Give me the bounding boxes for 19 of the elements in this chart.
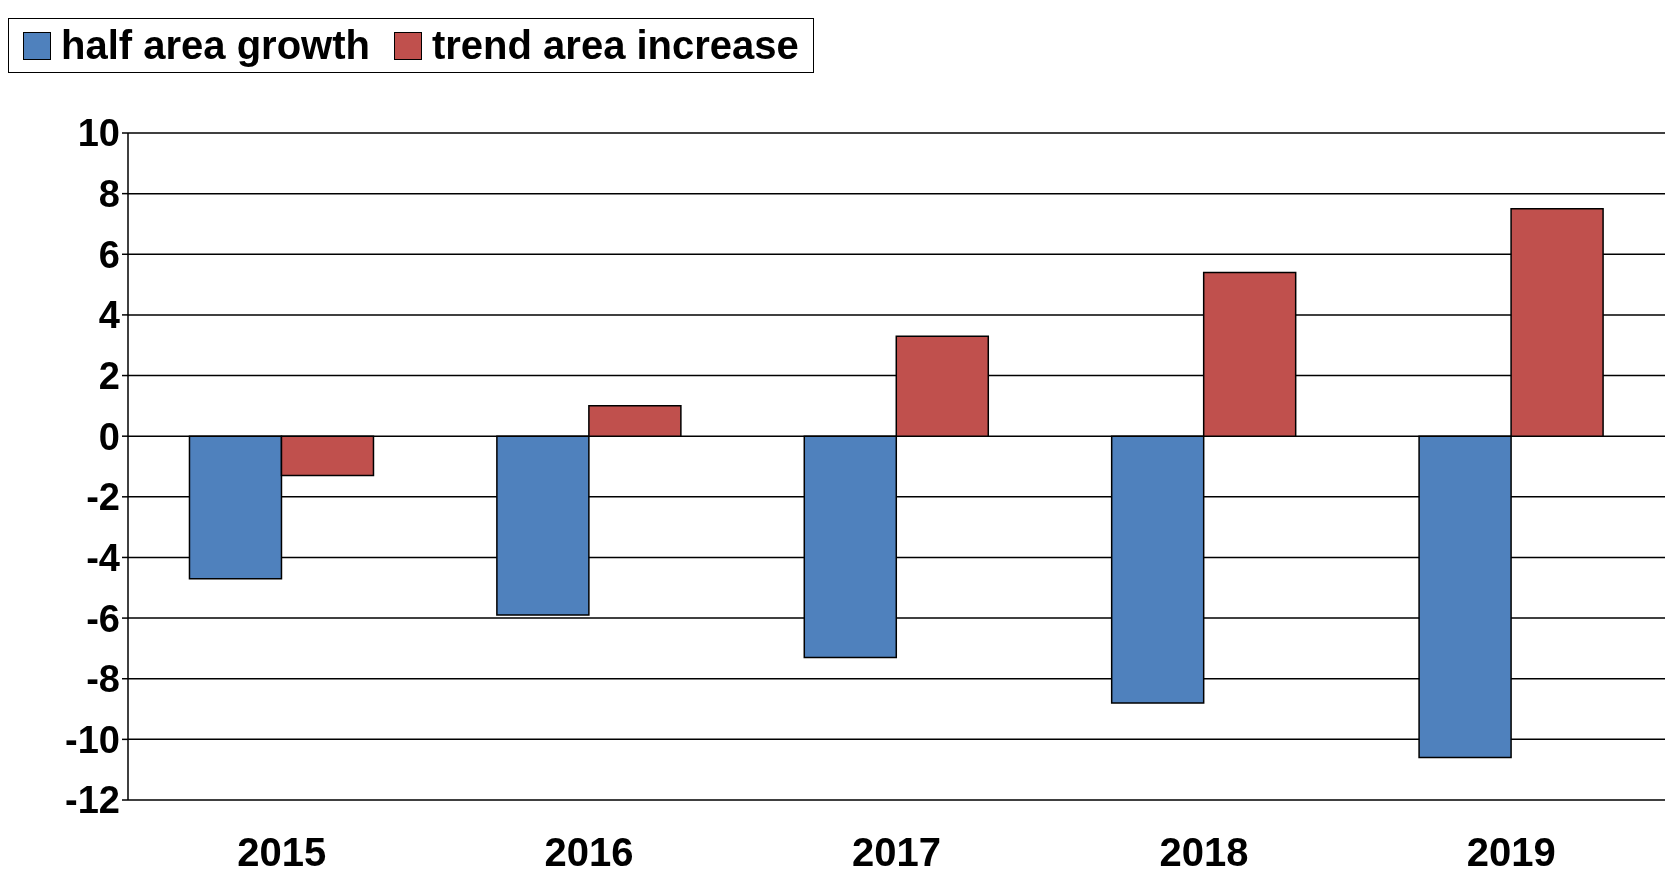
y-tick-label: -8 [86, 658, 120, 701]
y-tick-label: -4 [86, 536, 120, 579]
y-tick-label: 0 [98, 415, 120, 458]
x-tick-label: 2016 [544, 830, 634, 875]
y-tick-label: 10 [77, 112, 120, 155]
y-tick-label: 6 [98, 233, 120, 276]
y-tick-label: 2 [98, 355, 120, 398]
y-tick-label: -10 [65, 718, 120, 761]
y-tick-label: 4 [98, 294, 120, 337]
legend-label: trend area increase [431, 23, 799, 68]
x-tick-label: 2015 [237, 830, 327, 875]
y-tick-label: -2 [86, 476, 120, 519]
y-tick-label: 8 [98, 173, 120, 216]
y-tick-label: -6 [86, 597, 120, 640]
y-tick-label: -12 [65, 779, 120, 822]
legend-label: half area growth [61, 23, 370, 68]
x-tick-label: 2018 [1159, 830, 1249, 875]
x-tick-label: 2017 [852, 830, 941, 875]
x-tick-label: 2019 [1466, 830, 1556, 875]
